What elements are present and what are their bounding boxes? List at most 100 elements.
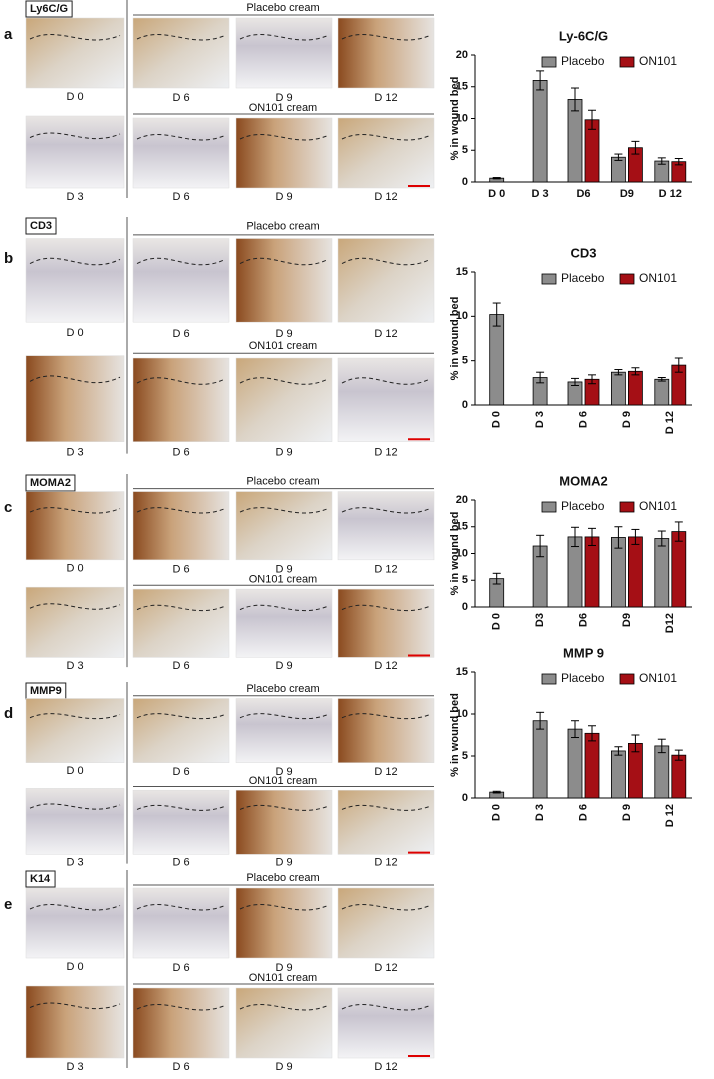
epidermis-outline — [136, 34, 226, 41]
legend-swatch — [541, 673, 557, 685]
micrograph — [337, 238, 435, 323]
epidermis-outline — [341, 604, 431, 612]
day-label: D 3 — [66, 446, 83, 458]
epidermis-outline — [239, 604, 329, 612]
y-axis-label: % in wound bed — [449, 77, 461, 161]
x-tick-label: D3 — [534, 613, 546, 627]
epidermis-outline — [29, 34, 121, 41]
micrograph — [235, 357, 333, 442]
day-label: D 3 — [66, 660, 83, 672]
group-title: ON101 cream — [249, 972, 317, 984]
day-label: D 9 — [275, 962, 292, 974]
bar — [567, 99, 583, 183]
panel-letter: b — [4, 250, 13, 267]
error-bar — [588, 725, 596, 742]
micrograph — [235, 698, 333, 763]
error-bar — [614, 746, 623, 756]
x-tick-label: D12 — [664, 613, 676, 633]
micrograph — [337, 789, 435, 855]
x-tick-label: D 3 — [534, 411, 546, 428]
error-bar — [614, 153, 623, 161]
error-bar — [657, 530, 666, 547]
chart-title: Ly-6C/G — [559, 28, 608, 43]
day-label: D 3 — [66, 1061, 83, 1073]
stain-label: MOMA2 — [30, 477, 71, 489]
micrograph — [132, 17, 230, 89]
micrograph — [25, 17, 125, 89]
y-tick-label: 0 — [462, 176, 468, 188]
legend-label: ON101 — [639, 499, 677, 513]
legend-swatch — [541, 56, 557, 68]
legend-swatch — [619, 501, 635, 513]
epidermis-outline — [341, 904, 431, 911]
day-label: D 12 — [374, 564, 397, 576]
day-label: D 9 — [275, 660, 292, 672]
bar — [532, 720, 548, 799]
epidermis-outline — [239, 904, 329, 911]
micrograph — [235, 887, 333, 959]
micrograph — [25, 985, 125, 1059]
day-label: D 6 — [172, 564, 189, 576]
micrograph — [25, 586, 125, 658]
y-tick-label: 0 — [462, 601, 468, 613]
micrograph — [25, 491, 125, 561]
error-bar — [536, 534, 545, 558]
bar — [628, 536, 643, 608]
micrograph — [25, 788, 125, 855]
epidermis-outline — [29, 132, 121, 140]
bar — [611, 156, 626, 183]
y-tick-label: 15 — [456, 81, 468, 93]
group-title: Placebo cream — [246, 220, 319, 232]
bar — [654, 745, 670, 799]
x-tick-label: D 0 — [491, 804, 503, 821]
epidermis-outline — [239, 713, 329, 720]
x-tick-label: D 0 — [488, 188, 505, 200]
micrograph — [132, 588, 230, 658]
x-tick-label: D 0 — [491, 411, 503, 428]
error-bar — [588, 374, 596, 385]
day-label: D 6 — [172, 446, 189, 458]
y-tick-label: 0 — [462, 399, 468, 411]
error-bar — [674, 158, 683, 166]
bar — [611, 371, 626, 406]
error-bar — [492, 790, 501, 794]
micrograph — [25, 698, 125, 763]
day-label: D 9 — [275, 92, 292, 104]
day-label: D 12 — [374, 1061, 397, 1073]
bar — [654, 538, 670, 608]
error-bar — [631, 528, 640, 545]
day-label: D 12 — [374, 857, 397, 869]
x-tick-label: D 6 — [577, 804, 589, 821]
epidermis-outline — [29, 713, 121, 720]
error-bar — [571, 526, 579, 548]
epidermis-outline — [136, 507, 226, 514]
micrograph — [25, 887, 125, 959]
bar — [671, 754, 687, 799]
y-tick-label: 10 — [456, 310, 468, 322]
error-bar — [492, 572, 501, 585]
legend-swatch — [541, 501, 557, 513]
micrograph — [235, 117, 333, 189]
legend-label: ON101 — [639, 671, 677, 685]
y-tick-label: 10 — [456, 112, 468, 124]
micrograph — [235, 17, 333, 89]
stain-box — [25, 0, 73, 18]
day-label: D 0 — [66, 91, 83, 103]
legend-label: Placebo — [561, 54, 605, 68]
epidermis-outline — [341, 257, 431, 266]
chart-title: MOMA2 — [559, 473, 607, 488]
stain-label: CD3 — [30, 220, 52, 232]
micrograph — [337, 987, 435, 1059]
micrograph — [132, 789, 230, 855]
micrograph — [132, 491, 230, 561]
epidermis-outline — [341, 134, 431, 141]
group-title: ON101 cream — [249, 102, 317, 114]
legend-swatch — [619, 673, 635, 685]
day-label: D 6 — [172, 92, 189, 104]
y-tick-label: 10 — [456, 708, 468, 720]
bar — [567, 728, 583, 799]
error-bar — [657, 377, 666, 382]
bar — [628, 370, 643, 406]
epidermis-outline — [239, 507, 329, 514]
micrograph — [235, 588, 333, 658]
